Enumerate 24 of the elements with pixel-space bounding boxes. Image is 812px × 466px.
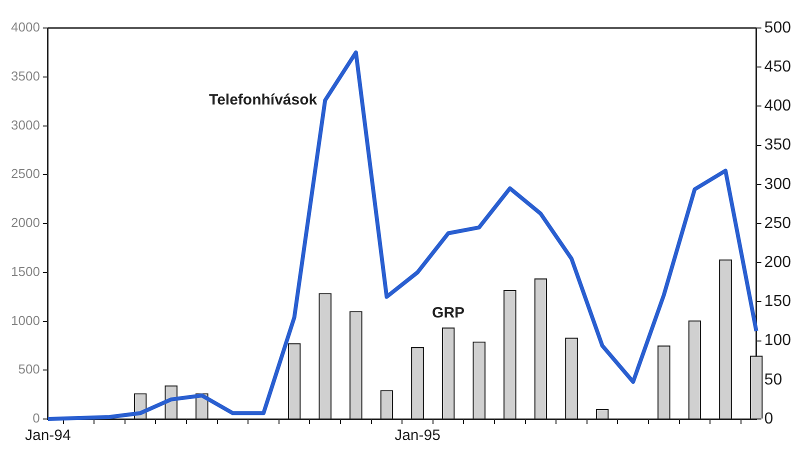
x-tick-label: Jan-95 xyxy=(394,427,440,444)
y2-tick-label: 50 xyxy=(764,371,782,388)
y-tick-label: 4000 xyxy=(11,20,40,35)
y2-tick-label: 200 xyxy=(764,254,792,272)
series-label: Telefonhívások xyxy=(209,91,318,108)
y2-tick-label: 0 xyxy=(764,410,774,428)
series-label: GRP xyxy=(432,304,465,322)
x-tick-label: Jan-94 xyxy=(24,427,71,444)
y2-tick-label: 100 xyxy=(764,332,792,350)
y2-tick-label: 250 xyxy=(764,214,792,232)
y-tick-label: 500 xyxy=(18,362,40,377)
y-tick-label: 0 xyxy=(32,410,40,426)
y2-tick-label: 150 xyxy=(764,293,792,310)
y-tick-label: 2500 xyxy=(11,166,40,182)
y-tick-label: 3500 xyxy=(11,68,40,84)
y2-tick-label: 500 xyxy=(764,19,792,36)
y-tick-label: 1500 xyxy=(11,264,40,279)
y2-tick-label: 300 xyxy=(764,176,792,193)
y2-tick-label: 400 xyxy=(764,98,792,115)
y2-tick-label: 350 xyxy=(764,136,792,154)
y2-tick-label: 450 xyxy=(764,58,792,76)
y-tick-label: 1000 xyxy=(11,312,40,328)
y-tick-label: 3000 xyxy=(11,117,40,132)
y-tick-label: 2000 xyxy=(11,215,40,230)
